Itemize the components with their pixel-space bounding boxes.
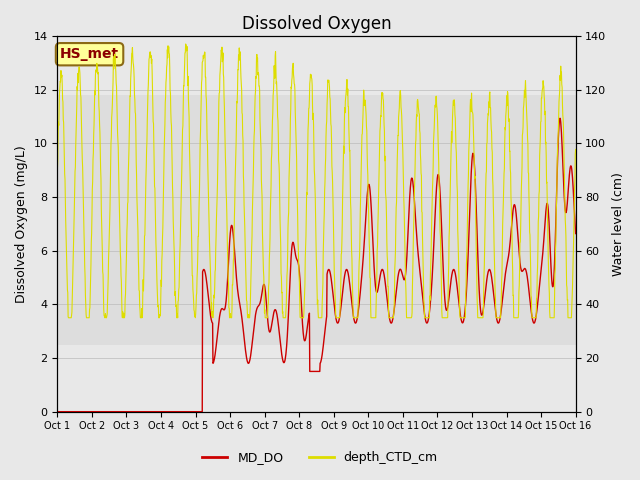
- Y-axis label: Dissolved Oxygen (mg/L): Dissolved Oxygen (mg/L): [15, 145, 28, 303]
- Text: HS_met: HS_met: [60, 47, 119, 61]
- Bar: [58, 95, 575, 345]
- Y-axis label: Water level (cm): Water level (cm): [612, 172, 625, 276]
- Legend: MD_DO, depth_CTD_cm: MD_DO, depth_CTD_cm: [197, 446, 443, 469]
- Title: Dissolved Oxygen: Dissolved Oxygen: [242, 15, 391, 33]
